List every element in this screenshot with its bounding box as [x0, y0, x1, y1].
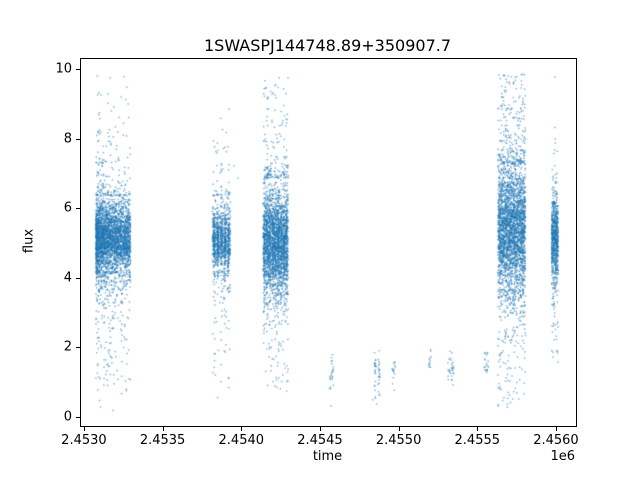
x-tick-mark	[162, 427, 164, 431]
y-tick-mark	[76, 347, 80, 349]
x-tick-mark	[477, 427, 479, 431]
x-tick-label: 2.4530	[61, 433, 107, 448]
x-tick-label: 2.4540	[218, 433, 265, 448]
x-tick-mark	[241, 427, 243, 431]
x-tick-mark	[83, 427, 85, 431]
x-axis-offset-label: 1e6	[550, 449, 575, 464]
y-tick-mark	[76, 277, 80, 279]
y-tick-label: 2	[63, 339, 72, 355]
y-tick-label: 8	[63, 131, 72, 147]
x-tick-mark	[555, 427, 557, 431]
scatter-plot-canvas	[81, 59, 576, 426]
y-tick-label: 6	[63, 200, 72, 216]
x-tick-mark	[398, 427, 400, 431]
y-tick-mark	[76, 138, 80, 140]
y-tick-label: 10	[55, 61, 72, 77]
y-tick-mark	[76, 208, 80, 210]
y-tick-label: 4	[63, 270, 72, 286]
plot-area	[80, 58, 577, 427]
y-tick-label: 0	[63, 409, 72, 425]
chart-title: 1SWASPJ144748.89+350907.7	[203, 36, 452, 55]
x-tick-label: 2.4555	[454, 433, 501, 448]
x-tick-label: 2.4545	[297, 433, 343, 448]
y-tick-mark	[76, 416, 80, 418]
y-tick-mark	[76, 69, 80, 71]
x-tick-mark	[319, 427, 321, 431]
y-axis-label: flux	[21, 228, 37, 254]
x-axis-label: time	[312, 449, 343, 464]
x-tick-label: 2.4535	[139, 433, 186, 448]
x-tick-label: 2.4560	[533, 433, 579, 448]
x-tick-label: 2.4550	[375, 433, 422, 448]
